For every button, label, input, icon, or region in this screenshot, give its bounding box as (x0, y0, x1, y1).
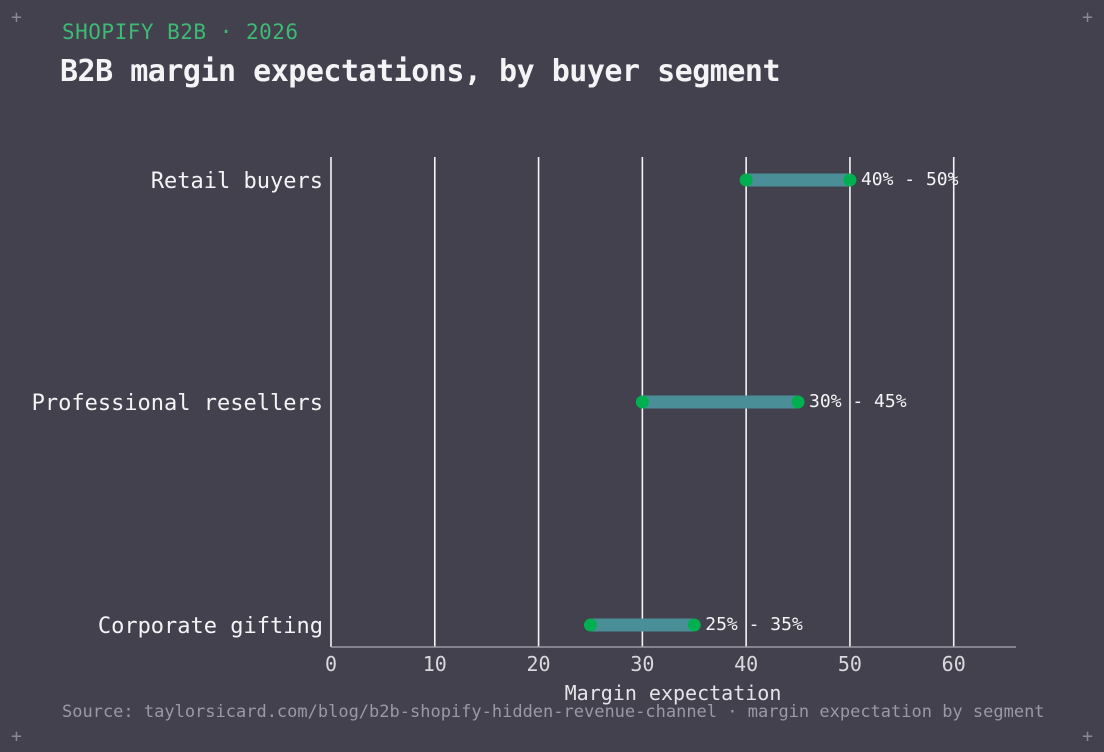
category-label: Professional resellers (32, 391, 323, 416)
x-tick-label: 50 (838, 652, 862, 676)
category-labels: Retail buyers Professional resellers Corpo… (32, 169, 323, 639)
source-note: Source: taylorsicard.com/blog/b2b-shopif… (62, 702, 1045, 722)
category-label: Corporate gifting (98, 614, 323, 639)
range-low-point (635, 395, 649, 409)
category-label: Retail buyers (151, 169, 323, 194)
range-high-point (791, 395, 805, 409)
x-tick-label: 30 (630, 652, 654, 676)
range-value-label: 40% - 50% (861, 169, 959, 190)
range-value-label: 25% - 35% (705, 614, 803, 635)
x-axis-ticks: 0 10 20 30 40 50 60 (325, 652, 966, 676)
corner-mark-bottom-left: + (11, 726, 22, 747)
range-high-point (843, 173, 857, 187)
range-low-point (739, 173, 753, 187)
corner-mark-top-right: + (1082, 7, 1093, 28)
corner-mark-top-left: + (11, 7, 22, 28)
range-low-point (583, 618, 597, 632)
x-tick-label: 40 (734, 652, 758, 676)
corner-mark-bottom-right: + (1082, 726, 1093, 747)
x-axis-title: Margin expectation (565, 681, 782, 705)
range-high-point (687, 618, 701, 632)
x-tick-label: 20 (527, 652, 551, 676)
chart-title: B2B margin expectations, by buyer segmen… (60, 54, 781, 89)
x-tick-label: 0 (325, 652, 337, 676)
x-tick-label: 60 (942, 652, 966, 676)
range-bars: 40% - 50% 30% - 45% 25% - 35% (583, 169, 959, 635)
range-value-label: 30% - 45% (809, 391, 907, 412)
x-tick-label: 10 (423, 652, 447, 676)
eyebrow-label: SHOPIFY B2B · 2026 (62, 20, 299, 44)
grid-lines (330, 157, 955, 647)
